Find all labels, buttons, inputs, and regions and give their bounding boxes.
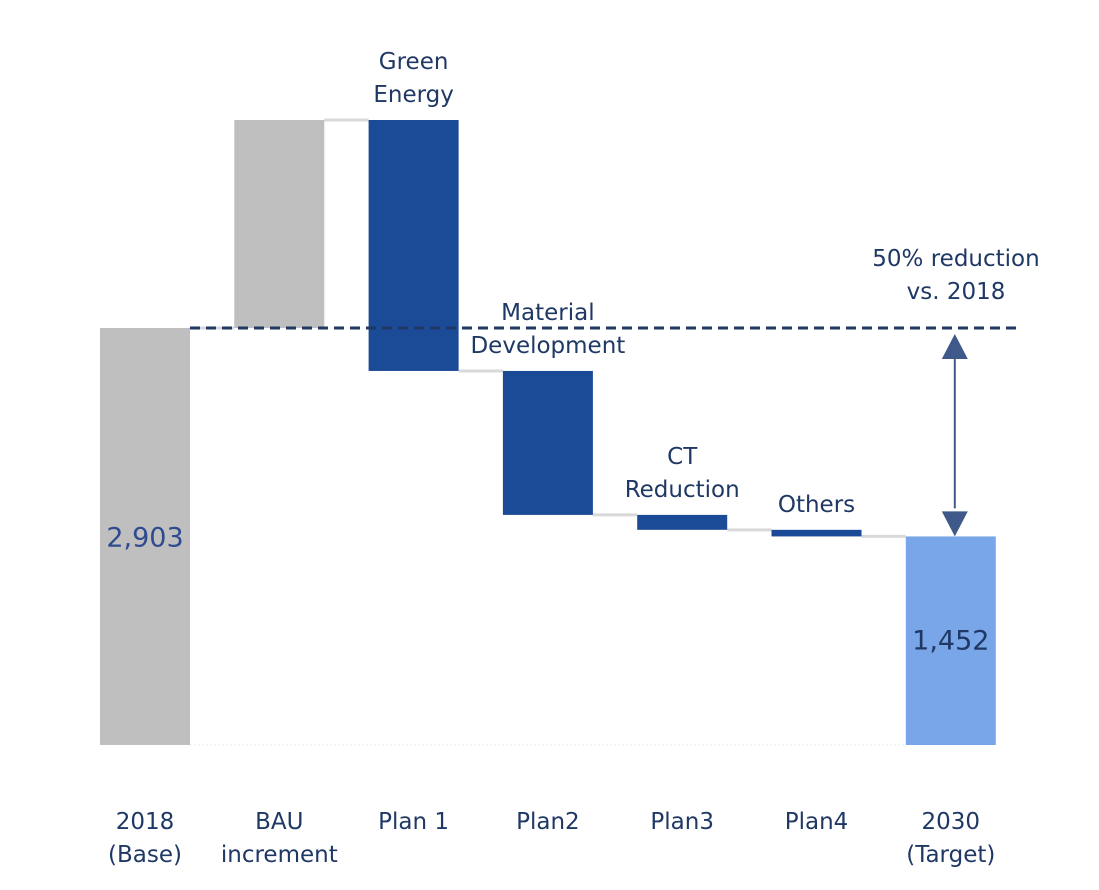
bar <box>502 370 593 515</box>
value-label: 2,903 <box>106 522 184 554</box>
bar-label: Others <box>777 491 856 518</box>
annotation: 50% reduction vs. 2018 <box>872 245 1040 305</box>
bar <box>771 529 862 537</box>
bar-label: Material Development <box>470 299 626 359</box>
bar-label: Green Energy <box>373 49 454 108</box>
value-label: 1,452 <box>912 625 990 657</box>
bar <box>368 120 459 371</box>
bar <box>100 327 190 745</box>
x-tick-label: 2018 (Base) <box>108 809 182 868</box>
x-tick-label: BAU increment <box>220 809 338 868</box>
x-tick-label: Plan 1 <box>378 809 450 835</box>
arrow-head <box>941 511 968 537</box>
x-tick-label: Plan3 <box>650 809 714 835</box>
arrow-head <box>941 333 968 359</box>
x-tick-label: Plan2 <box>516 809 580 835</box>
bar <box>637 514 728 530</box>
bar <box>234 120 325 328</box>
bar-label: CT Reduction <box>624 443 740 503</box>
x-tick-label: Plan4 <box>784 809 849 835</box>
bar <box>905 536 996 745</box>
x-tick-label: 2030 (Target) <box>906 809 996 868</box>
